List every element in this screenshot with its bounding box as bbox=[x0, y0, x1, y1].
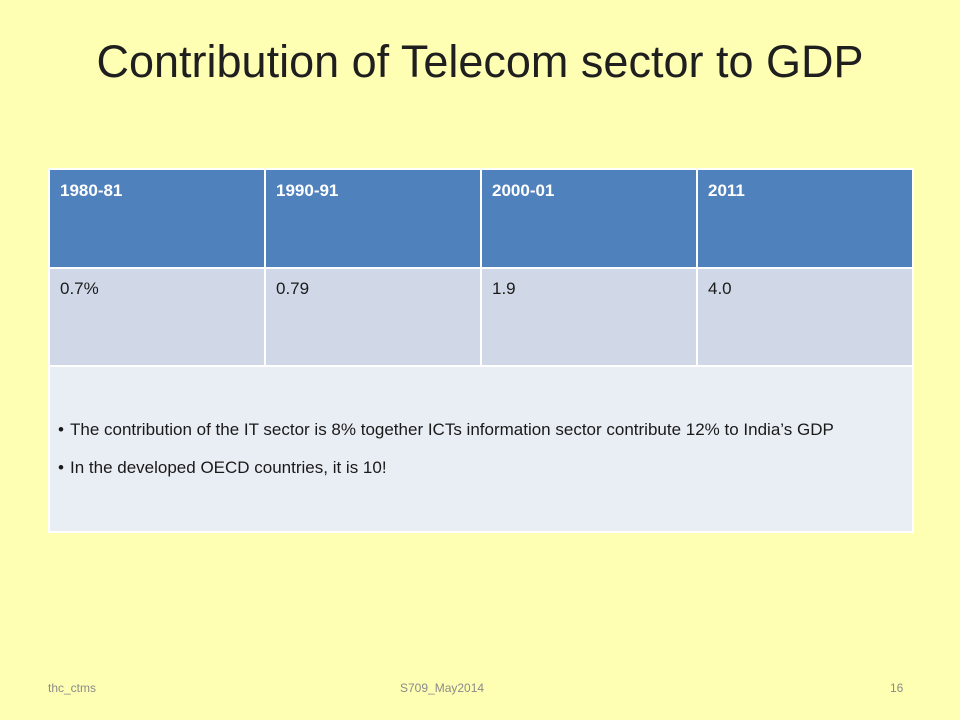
notes-cell: • The contribution of the IT sector is 8%… bbox=[48, 365, 914, 533]
bullet-icon: • bbox=[58, 458, 64, 477]
value-cell-2000-01: 1.9 bbox=[480, 267, 698, 367]
footer-course-code: S709_May2014 bbox=[400, 681, 485, 695]
value-cell-1980-81: 0.7% bbox=[48, 267, 266, 367]
gdp-contribution-table: 1980-81 1990-91 2000-01 2011 0.7% 0.79 1… bbox=[48, 168, 914, 533]
header-cell-1990-91: 1990-91 bbox=[264, 168, 482, 269]
footer-author: thc_ctms bbox=[48, 681, 97, 695]
note-item: • In the developed OECD countries, it is … bbox=[58, 456, 904, 480]
table-row: 0.7% 0.79 1.9 4.0 bbox=[48, 267, 914, 367]
header-cell-2011: 2011 bbox=[696, 168, 914, 269]
header-cell-2000-01: 2000-01 bbox=[480, 168, 698, 269]
value-cell-1990-91: 0.79 bbox=[264, 267, 482, 367]
bullet-icon: • bbox=[58, 420, 64, 439]
slide-title: Contribution of Telecom sector to GDP bbox=[96, 36, 864, 87]
table-header-row: 1980-81 1990-91 2000-01 2011 bbox=[48, 168, 914, 269]
value-cell-2011: 4.0 bbox=[696, 267, 914, 367]
note-text-oecd: In the developed OECD countries, it is 1… bbox=[70, 458, 387, 477]
notes-row: • The contribution of the IT sector is 8%… bbox=[48, 365, 914, 533]
slide-number: 16 bbox=[890, 681, 904, 695]
note-item: • The contribution of the IT sector is 8%… bbox=[58, 418, 904, 442]
header-cell-1980-81: 1980-81 bbox=[48, 168, 266, 269]
note-text-it-sector: The contribution of the IT sector is 8% … bbox=[70, 420, 834, 439]
